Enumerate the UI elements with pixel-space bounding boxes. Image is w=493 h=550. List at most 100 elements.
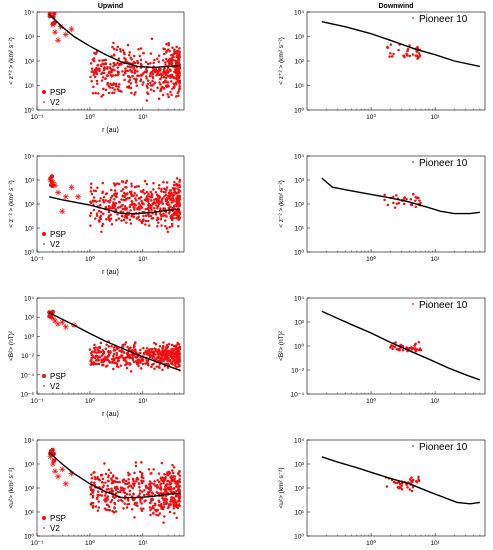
data-point — [150, 217, 154, 220]
data-point — [418, 199, 421, 202]
data-point — [414, 205, 418, 209]
data-point — [89, 503, 93, 506]
data-point — [88, 348, 92, 351]
data-point — [177, 503, 180, 507]
data-point — [146, 86, 149, 89]
data-point — [120, 189, 123, 193]
data-point — [93, 343, 96, 347]
data-point — [169, 476, 172, 479]
data-point — [95, 200, 98, 203]
data-point — [94, 217, 97, 220]
data-point — [176, 60, 179, 63]
y-tick-label: 10⁰ — [294, 533, 304, 541]
v2-point — [59, 208, 66, 215]
panel-downwind-b2: 10⁰ 10¹ 10⁻⁴ 10⁻² 10⁰ 10² 10⁴ <B²> (nT)² Pioneer… — [278, 296, 486, 405]
data-point — [109, 350, 112, 353]
data-point — [90, 473, 93, 476]
data-point — [154, 70, 157, 73]
data-point — [97, 506, 101, 509]
data-point — [153, 502, 157, 505]
data-point — [97, 346, 100, 349]
data-point — [175, 184, 179, 187]
data-point — [167, 48, 170, 51]
data-point — [178, 216, 182, 219]
data-point — [110, 478, 114, 482]
data-point — [167, 342, 171, 346]
data-point — [160, 190, 163, 193]
data-point — [162, 500, 166, 504]
data-point — [100, 481, 104, 484]
legend-v2-marker — [43, 101, 45, 103]
data-point — [125, 60, 128, 64]
data-point — [411, 53, 415, 56]
data-point — [90, 353, 94, 357]
data-point — [139, 498, 142, 501]
data-point — [90, 192, 94, 196]
data-point — [168, 210, 171, 213]
data-point — [89, 186, 93, 189]
data-point — [417, 479, 421, 483]
data-point — [168, 482, 172, 486]
data-point — [171, 196, 175, 200]
data-point — [147, 493, 151, 497]
data-point — [142, 480, 145, 483]
y-axis-label: <B²> (nT)² — [278, 330, 285, 361]
data-point — [129, 370, 133, 373]
data-point — [107, 474, 110, 477]
data-point — [172, 486, 176, 490]
panel-downwind-zminus: 10⁰ 10¹ 10⁰ 10¹ 10² 10³ 10⁴ < z⁻² > (km² s⁻²) Pi… — [278, 154, 486, 263]
data-point — [177, 343, 181, 346]
data-point — [164, 210, 168, 214]
data-point — [137, 185, 141, 188]
data-point — [116, 212, 119, 216]
data-point — [119, 210, 123, 213]
data-point — [149, 488, 152, 492]
data-point — [136, 61, 140, 65]
data-point — [162, 81, 165, 84]
data-point — [174, 480, 177, 484]
data-point — [170, 201, 173, 204]
data-point — [169, 62, 172, 65]
data-point — [176, 194, 180, 197]
data-point — [134, 355, 137, 359]
data-point — [389, 346, 392, 349]
data-point — [176, 506, 180, 510]
data-point — [124, 341, 128, 344]
data-point — [175, 365, 178, 369]
data-point — [176, 187, 179, 190]
data-point — [146, 486, 150, 489]
data-point — [128, 205, 132, 209]
data-point — [178, 359, 181, 363]
data-point — [155, 486, 159, 489]
data-point — [136, 59, 139, 63]
data-point — [91, 491, 95, 494]
data-point — [406, 346, 409, 350]
data-point — [113, 486, 117, 490]
legend-v2-marker — [43, 243, 45, 245]
data-point — [109, 213, 112, 216]
data-point — [160, 76, 163, 79]
model-curve — [48, 451, 180, 499]
data-point — [165, 73, 168, 77]
data-point — [115, 195, 118, 199]
data-point — [140, 206, 144, 209]
data-point — [178, 363, 181, 367]
data-point — [126, 74, 130, 78]
data-point — [95, 214, 99, 217]
data-point — [94, 189, 98, 193]
data-point — [414, 199, 417, 203]
data-point — [104, 192, 108, 196]
legend-pioneer-marker — [412, 17, 414, 19]
data-point — [101, 363, 104, 367]
data-point — [90, 80, 93, 83]
data-point — [112, 91, 116, 94]
data-point — [414, 347, 417, 350]
data-point — [174, 59, 177, 62]
data-point — [396, 481, 399, 485]
data-point — [162, 75, 166, 79]
data-point — [121, 49, 125, 52]
data-point — [413, 343, 417, 346]
data-point — [121, 207, 124, 211]
data-point — [91, 58, 94, 61]
